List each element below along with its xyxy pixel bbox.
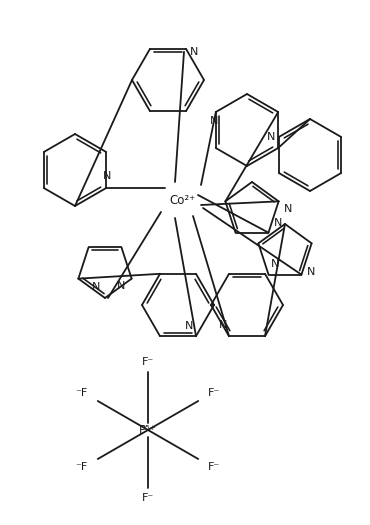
Text: N: N	[306, 267, 315, 277]
Text: P⁵⁺: P⁵⁺	[139, 424, 157, 436]
Text: N: N	[273, 218, 282, 228]
Text: N: N	[219, 320, 227, 330]
Text: F⁻: F⁻	[142, 493, 154, 503]
Text: N: N	[270, 259, 279, 269]
Text: ⁻F: ⁻F	[75, 462, 88, 472]
Text: N: N	[266, 132, 275, 142]
Text: F⁻: F⁻	[208, 462, 221, 472]
Text: N: N	[210, 116, 218, 126]
Text: N: N	[185, 321, 193, 331]
Text: N: N	[284, 204, 292, 214]
Text: F⁻: F⁻	[208, 388, 221, 398]
Text: N: N	[103, 171, 111, 181]
Text: N: N	[190, 47, 198, 57]
Text: N: N	[92, 282, 100, 292]
Text: N: N	[117, 281, 126, 291]
Text: ⁻F: ⁻F	[75, 388, 88, 398]
Text: F⁻: F⁻	[142, 357, 154, 367]
Text: Co²⁺: Co²⁺	[170, 194, 196, 206]
